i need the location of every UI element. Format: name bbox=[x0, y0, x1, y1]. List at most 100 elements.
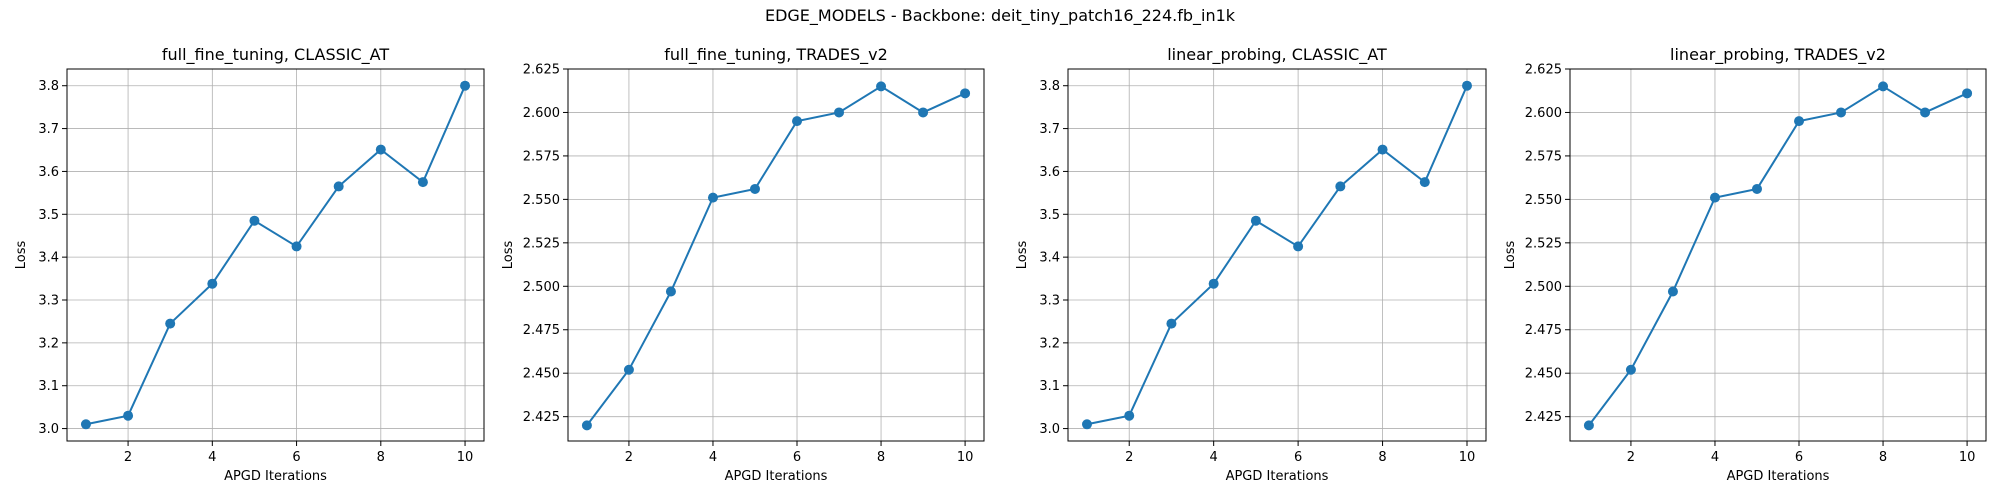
panel-2-y-tick-label: 2.450 bbox=[523, 367, 560, 382]
panel-2-series-line bbox=[586, 85, 966, 426]
panel-1-y-tick-label: 3.8 bbox=[38, 79, 59, 94]
panel-2-data-point bbox=[581, 420, 592, 431]
panel-3-data-point bbox=[1124, 410, 1135, 421]
panel-4-data-point bbox=[1709, 192, 1720, 203]
panel-4-xlabel: APGD Iterations bbox=[1727, 469, 1830, 484]
panel-2-data-point bbox=[834, 107, 845, 118]
panel-4-ylabel: Loss bbox=[1503, 241, 1518, 270]
panel-2-x-tick-label: 4 bbox=[709, 450, 717, 465]
panel-3-data-point bbox=[1462, 80, 1472, 91]
panel-1-data-point bbox=[460, 80, 471, 91]
figure-suptitle: EDGE_MODELS - Backbone: deit_tiny_patch1… bbox=[764, 6, 1236, 25]
panel-2-data-point bbox=[665, 286, 676, 297]
panel-3-x-tick-label: 10 bbox=[1459, 450, 1476, 465]
panel-2-ylabel: Loss bbox=[501, 241, 516, 270]
panel-1-data-point bbox=[123, 410, 134, 421]
panel-1-y-tick-label: 3.3 bbox=[38, 294, 59, 309]
panel-4-data-point bbox=[1625, 364, 1636, 375]
panel-3-y-tick-label: 3.8 bbox=[1039, 79, 1060, 94]
panel-1-data-point bbox=[333, 181, 344, 192]
panel-3-y-tick-label: 3.6 bbox=[1039, 165, 1060, 180]
panel-3-y-tick-label: 3.3 bbox=[1039, 294, 1060, 309]
panel-4-data-point bbox=[1962, 88, 1973, 99]
panel-4-y-tick-label: 2.550 bbox=[1525, 193, 1562, 208]
panel-1-y-tick-label: 3.6 bbox=[38, 165, 59, 180]
panel-1-x-tick-label: 10 bbox=[457, 450, 474, 465]
panel-4-x-tick-label: 4 bbox=[1711, 450, 1719, 465]
panel-1-axes-frame bbox=[66, 68, 485, 442]
panel-1-xlabel: APGD Iterations bbox=[224, 469, 327, 484]
panel-2-x-tick-label: 8 bbox=[877, 450, 885, 465]
panel-3-x-tick-label: 6 bbox=[1294, 450, 1302, 465]
panel-4-y-tick-label: 2.600 bbox=[1525, 106, 1562, 121]
panel-3-y-tick-label: 3.7 bbox=[1039, 122, 1060, 137]
panel-1-y-tick-label: 3.7 bbox=[38, 122, 59, 137]
panel-4-x-tick-label: 6 bbox=[1795, 450, 1803, 465]
panel-2-y-tick-label: 2.475 bbox=[523, 323, 560, 338]
panel-4-x-tick-label: 8 bbox=[1879, 450, 1887, 465]
panel-3-y-tick-label: 3.5 bbox=[1039, 208, 1060, 223]
panel-1-data-point bbox=[207, 278, 218, 289]
panel-1-y-tick-label: 3.4 bbox=[38, 251, 59, 266]
panel-1-y-tick-label: 3.2 bbox=[38, 336, 59, 351]
panel-2-data-point bbox=[960, 88, 971, 99]
panel-2-x-tick-label: 6 bbox=[793, 450, 801, 465]
panel-4-data-point bbox=[1920, 107, 1931, 118]
panel-1-x-tick-label: 6 bbox=[292, 450, 300, 465]
panel-1-data-point bbox=[417, 177, 428, 188]
panel-4-x-tick-label: 10 bbox=[1959, 450, 1976, 465]
panel-2-data-point bbox=[749, 183, 760, 194]
panel-1-title: full_fine_tuning, CLASSIC_AT bbox=[162, 45, 390, 65]
panel-4-y-tick-label: 2.475 bbox=[1525, 323, 1562, 338]
panel-4-series-line bbox=[1588, 85, 1968, 426]
panel-1-x-tick-label: 2 bbox=[124, 450, 132, 465]
panel-1-x-tick-label: 4 bbox=[208, 450, 216, 465]
panel-1-ylabel: Loss bbox=[14, 241, 29, 270]
panel-1-data-point bbox=[165, 318, 176, 329]
panel-3-data-point bbox=[1335, 181, 1346, 192]
panel-1-series-line bbox=[85, 85, 466, 426]
panel-3-data-point bbox=[1208, 278, 1219, 289]
panel-3-series-line bbox=[1086, 85, 1468, 426]
panel-4-axes-frame bbox=[1569, 68, 1987, 442]
panel-2-y-tick-label: 2.625 bbox=[523, 63, 560, 78]
panel-3-xlabel: APGD Iterations bbox=[1226, 469, 1329, 484]
panel-2-y-tick-label: 2.425 bbox=[523, 410, 560, 425]
panel-2-y-tick-label: 2.525 bbox=[523, 236, 560, 251]
panel-2-y-tick-label: 2.575 bbox=[523, 149, 560, 164]
panel-3-y-tick-label: 3.1 bbox=[1039, 379, 1060, 394]
panel-2-data-point bbox=[876, 81, 887, 92]
panel-4-y-tick-label: 2.525 bbox=[1525, 236, 1562, 251]
panel-3-ylabel: Loss bbox=[1015, 241, 1030, 270]
panel-2-x-tick-label: 2 bbox=[625, 450, 633, 465]
panel-4-data-point bbox=[1751, 183, 1762, 194]
panel-3-data-point bbox=[1166, 318, 1177, 329]
panel-3-x-tick-label: 8 bbox=[1378, 450, 1386, 465]
panel-2-y-tick-label: 2.600 bbox=[523, 106, 560, 121]
panel-3-axes-frame bbox=[1067, 68, 1487, 442]
panel-4-y-tick-label: 2.450 bbox=[1525, 367, 1562, 382]
panel-3-y-tick-label: 3.4 bbox=[1039, 251, 1060, 266]
panel-2-title: full_fine_tuning, TRADES_v2 bbox=[664, 45, 888, 65]
panel-2-x-tick-label: 10 bbox=[957, 450, 974, 465]
panel-4-data-point bbox=[1794, 116, 1805, 127]
panel-1-data-point bbox=[249, 215, 260, 226]
panel-2-axes-frame bbox=[567, 68, 985, 442]
panel-2-y-tick-label: 2.500 bbox=[523, 280, 560, 295]
panel-1-y-tick-label: 3.1 bbox=[38, 379, 59, 394]
panel-3-y-tick-label: 3.2 bbox=[1039, 336, 1060, 351]
panel-2-xlabel: APGD Iterations bbox=[725, 469, 828, 484]
panel-2-data-point bbox=[623, 364, 634, 375]
panel-4-data-point bbox=[1583, 420, 1594, 431]
panel-3-data-point bbox=[1377, 144, 1388, 155]
panel-3-data-point bbox=[1293, 241, 1304, 252]
panel-1-x-tick-label: 8 bbox=[377, 450, 385, 465]
panel-3-y-tick-label: 3.0 bbox=[1039, 422, 1060, 437]
panel-4-y-tick-label: 2.575 bbox=[1525, 149, 1562, 164]
panel-2-data-point bbox=[918, 107, 929, 118]
panel-1-data-point bbox=[291, 241, 302, 252]
panel-4-y-tick-label: 2.625 bbox=[1525, 63, 1562, 78]
panel-3-x-tick-label: 2 bbox=[1125, 450, 1133, 465]
